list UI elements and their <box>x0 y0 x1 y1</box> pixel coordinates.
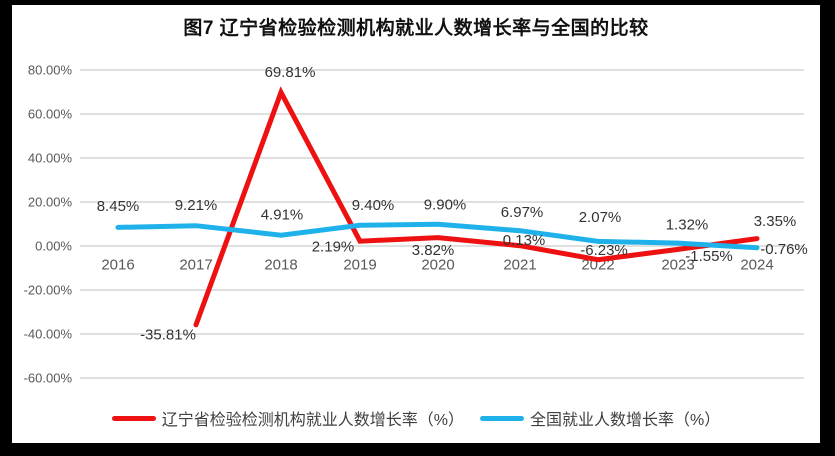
data-label: -1.55% <box>685 248 733 265</box>
y-axis-tick-label: -20.00% <box>24 283 73 298</box>
data-label: 4.91% <box>261 207 304 224</box>
data-label: 3.82% <box>412 242 455 259</box>
y-axis-tick-label: 40.00% <box>28 151 73 166</box>
data-label: 9.90% <box>424 197 467 214</box>
x-axis-tick-label: 2023 <box>661 257 694 274</box>
x-axis-tick-label: 2020 <box>421 257 454 274</box>
chart-svg: 80.00% 60.00% 40.00% 20.00% 0.00% -20.00% -40.… <box>24 63 808 386</box>
liaoning-series-swatch <box>111 415 156 421</box>
data-label: 2.19% <box>312 239 355 256</box>
national-series-line <box>115 221 760 251</box>
data-label: 1.32% <box>666 217 709 234</box>
x-axis-tick-label: 2017 <box>179 257 212 274</box>
chart-title: 图7 辽宁省检验检测机构就业人数增长率与全国的比较 <box>183 18 649 39</box>
data-label: 0.13% <box>503 232 546 249</box>
legend-item-liaoning: 辽宁省检验检测机构就业人数增长率（%） <box>111 406 464 430</box>
liaoning-series-label: 辽宁省检验检测机构就业人数增长率（%） <box>161 412 464 429</box>
y-axis-tick-label: 60.00% <box>28 107 73 122</box>
x-axis-tick-label: 2016 <box>101 257 134 274</box>
data-label: 8.45% <box>97 198 140 215</box>
data-label: 9.21% <box>175 197 218 214</box>
national-series-swatch <box>480 415 524 421</box>
y-axis-tick-label: 20.00% <box>28 195 73 210</box>
data-label: 69.81% <box>265 64 316 81</box>
chart-plot-background: 80.00% 60.00% 40.00% 20.00% 0.00% -20.00% -40.… <box>12 5 820 443</box>
data-label: 9.40% <box>352 197 395 214</box>
y-axis-tick-label: 0.00% <box>35 239 72 254</box>
chart-legend: 辽宁省检验检测机构就业人数增长率（%） 全国就业人数增长率（%） <box>12 406 820 430</box>
legend-item-national: 全国就业人数增长率（%） <box>480 406 720 430</box>
data-label: 2.07% <box>579 209 622 226</box>
y-axis-tick-label: 80.00% <box>28 63 73 78</box>
national-series-label: 全国就业人数增长率（%） <box>530 412 721 429</box>
x-axis-tick-label: 2024 <box>740 257 773 274</box>
data-label: 3.35% <box>754 213 797 230</box>
x-axis-tick-label: 2018 <box>264 257 297 274</box>
y-axis-tick-label: -60.00% <box>24 371 73 386</box>
x-axis-tick-label: 2019 <box>343 257 376 274</box>
y-axis-tick-label: -40.00% <box>24 327 73 342</box>
data-label: -0.76% <box>760 241 808 258</box>
x-axis-tick-label: 2021 <box>503 257 536 274</box>
liaoning-series-line <box>193 86 760 328</box>
data-label: 6.97% <box>501 204 544 221</box>
data-label: -6.23% <box>580 242 628 259</box>
data-label: -35.81% <box>140 326 196 343</box>
